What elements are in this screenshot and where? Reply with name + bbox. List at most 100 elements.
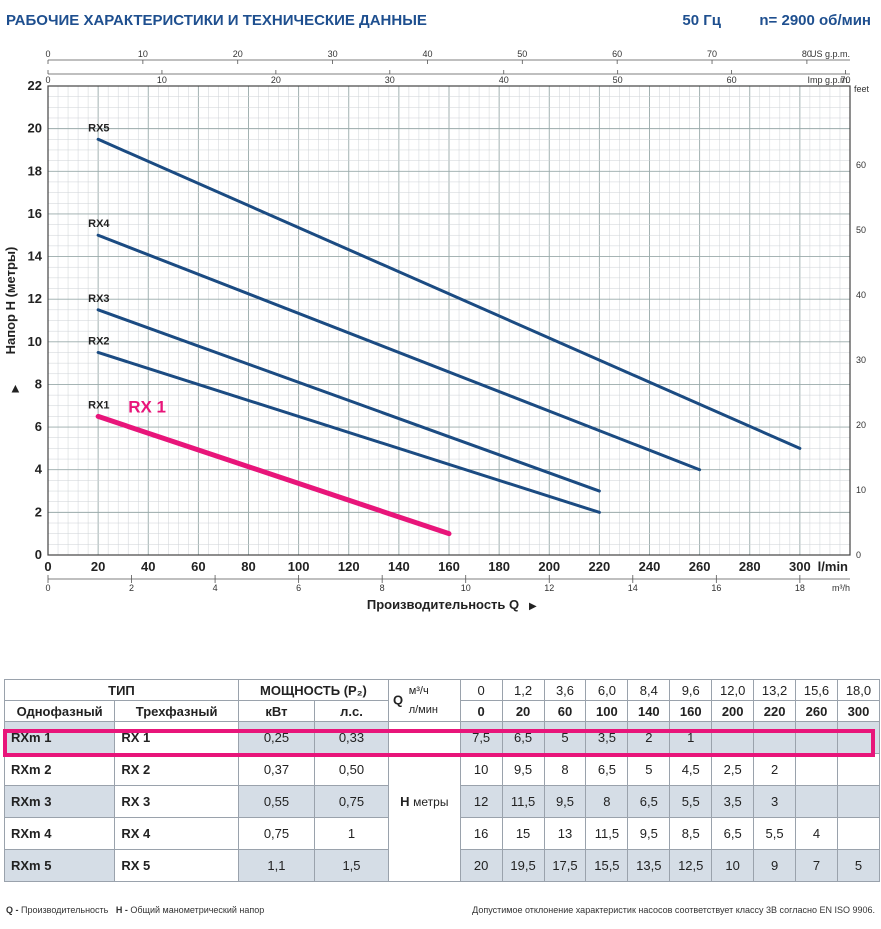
head-value	[753, 721, 797, 754]
head-value: 6,5	[627, 785, 671, 818]
m3h-tick-label: 16	[711, 583, 721, 593]
y-axis-label: Напор H (метры)	[3, 247, 18, 355]
q-lmin-cell: 100	[585, 700, 629, 722]
h-unit: метры	[413, 795, 449, 809]
x-tick-label: 120	[338, 559, 360, 574]
type-header: ТИП	[4, 679, 239, 701]
footnote-left: Q - Производительность H - Общий маномет…	[6, 905, 264, 915]
head-value	[836, 785, 881, 818]
power-hp: 0,33	[314, 721, 389, 754]
x-tick-label: 160	[438, 559, 460, 574]
table-row: RXm 5 RX 5 1,1 1,5 20 19,5 17,5 15,5 13,5 12,5 10 9…	[3, 849, 881, 882]
kw-header: кВт	[237, 700, 316, 722]
head-value: 17,5	[543, 849, 587, 882]
series-line-rx2	[96, 350, 601, 514]
y-tick-label: 12	[28, 291, 42, 306]
head-value: 12	[459, 785, 503, 818]
feet-tick-label: 0	[856, 550, 861, 560]
plot-border	[47, 85, 851, 556]
usgpm-tick-label: 70	[707, 49, 717, 59]
power-kw: 0,75	[237, 817, 316, 850]
series-label: RX1	[88, 399, 109, 411]
y-tick-label: 6	[35, 419, 42, 434]
spec-table-wrap: ТИП МОЩНОСТЬ (P₂) Q м³/ч л/мин 0 1,2 3,6 6,…	[3, 679, 881, 882]
power-header: МОЩНОСТЬ (P₂)	[237, 679, 389, 701]
power-hp: 1	[314, 817, 389, 850]
feet-tick-label: 60	[856, 160, 866, 170]
head-value: 20	[459, 849, 503, 882]
head-value: 11,5	[585, 817, 629, 850]
power-kw: 0,55	[237, 785, 316, 818]
single-phase-model: RXm 4	[3, 817, 116, 850]
m3h-tick-label: 4	[213, 583, 218, 593]
x-tick-label: 60	[191, 559, 205, 574]
power-hp: 0,75	[314, 785, 389, 818]
q-lmin-cell: 0	[459, 700, 503, 722]
series-label: RX2	[88, 335, 109, 347]
head-value: 12,5	[669, 849, 713, 882]
highlight-label: RX 1	[128, 397, 166, 416]
series-line-rx4	[96, 233, 702, 472]
head-value: 8,5	[669, 817, 713, 850]
x-tick-label: 280	[739, 559, 761, 574]
usgpm-tick-label: 0	[45, 49, 50, 59]
m3h-unit: м³/ч	[408, 684, 429, 697]
three-phase-model: RX 5	[114, 849, 239, 882]
y-arrow-icon: ▶	[10, 385, 21, 393]
q-lmin-cell: 140	[627, 700, 671, 722]
impgpm-tick-label: 70	[841, 75, 851, 85]
head-value	[795, 785, 838, 818]
table-header-row-2: Однофазный Трехфазный кВт л.с. 0 20 60 100 1…	[3, 700, 881, 722]
three-phase-header: Трехфазный	[114, 700, 239, 722]
m3h-tick-label: 18	[795, 583, 805, 593]
usgpm-tick-label: 10	[138, 49, 148, 59]
table-row: RXm 1 RX 1 0,25 0,33 H метры 7,5 6,5 5 3,5 2 1	[3, 721, 881, 882]
x-unit-label: l/min	[818, 559, 848, 574]
highlight-frame	[3, 729, 875, 757]
head-value: 4	[795, 817, 838, 850]
y-tick-label: 14	[28, 249, 43, 264]
head-value: 7	[795, 849, 838, 882]
usgpm-tick-label: 60	[612, 49, 622, 59]
x-arrow-icon: ▶	[529, 601, 537, 612]
hp-header: л.с.	[314, 700, 389, 722]
three-phase-model: RX 2	[114, 753, 239, 786]
x-tick-label: 100	[288, 559, 310, 574]
head-value: 9,5	[501, 753, 545, 786]
single-phase-model: RXm 5	[3, 849, 116, 882]
head-value: 2	[753, 753, 797, 786]
head-value	[795, 753, 838, 786]
feet-tick-label: 40	[856, 290, 866, 300]
impgpm-tick-label: 10	[157, 75, 167, 85]
power-kw: 0,37	[237, 753, 316, 786]
single-phase-model: RXm 2	[3, 753, 116, 786]
q-lmin-cell: 160	[669, 700, 713, 722]
usgpm-tick-label: 20	[233, 49, 243, 59]
impgpm-unit-label: Imp g.p.m.	[807, 75, 850, 85]
x-tick-label: 20	[91, 559, 105, 574]
series-line-rx1	[95, 413, 452, 537]
head-value: 4,5	[669, 753, 713, 786]
series-line-rx3	[96, 308, 601, 493]
series-label: RX4	[88, 218, 110, 230]
head-value: 7,5	[459, 721, 503, 754]
feet-tick-label: 50	[856, 225, 866, 235]
head-value: 13	[543, 817, 587, 850]
x-tick-label: 220	[589, 559, 611, 574]
q-m3h-cell: 6,0	[585, 679, 629, 701]
q-m3h-cell: 8,4	[627, 679, 671, 701]
head-value	[836, 753, 881, 786]
head-value: 5,5	[669, 785, 713, 818]
usgpm-tick-label: 50	[517, 49, 527, 59]
m3h-tick-label: 6	[296, 583, 301, 593]
series-line-rx5	[96, 137, 802, 450]
x-tick-label: 240	[639, 559, 661, 574]
head-value: 8	[585, 785, 629, 818]
head-value: 6,5	[711, 817, 755, 850]
impgpm-tick-label: 0	[45, 75, 50, 85]
q-m3h-cell: 18,0	[836, 679, 881, 701]
y-tick-label: 0	[35, 547, 42, 562]
power-hp: 0,50	[314, 753, 389, 786]
usgpm-tick-label: 80	[802, 49, 812, 59]
head-value: 5	[627, 753, 671, 786]
